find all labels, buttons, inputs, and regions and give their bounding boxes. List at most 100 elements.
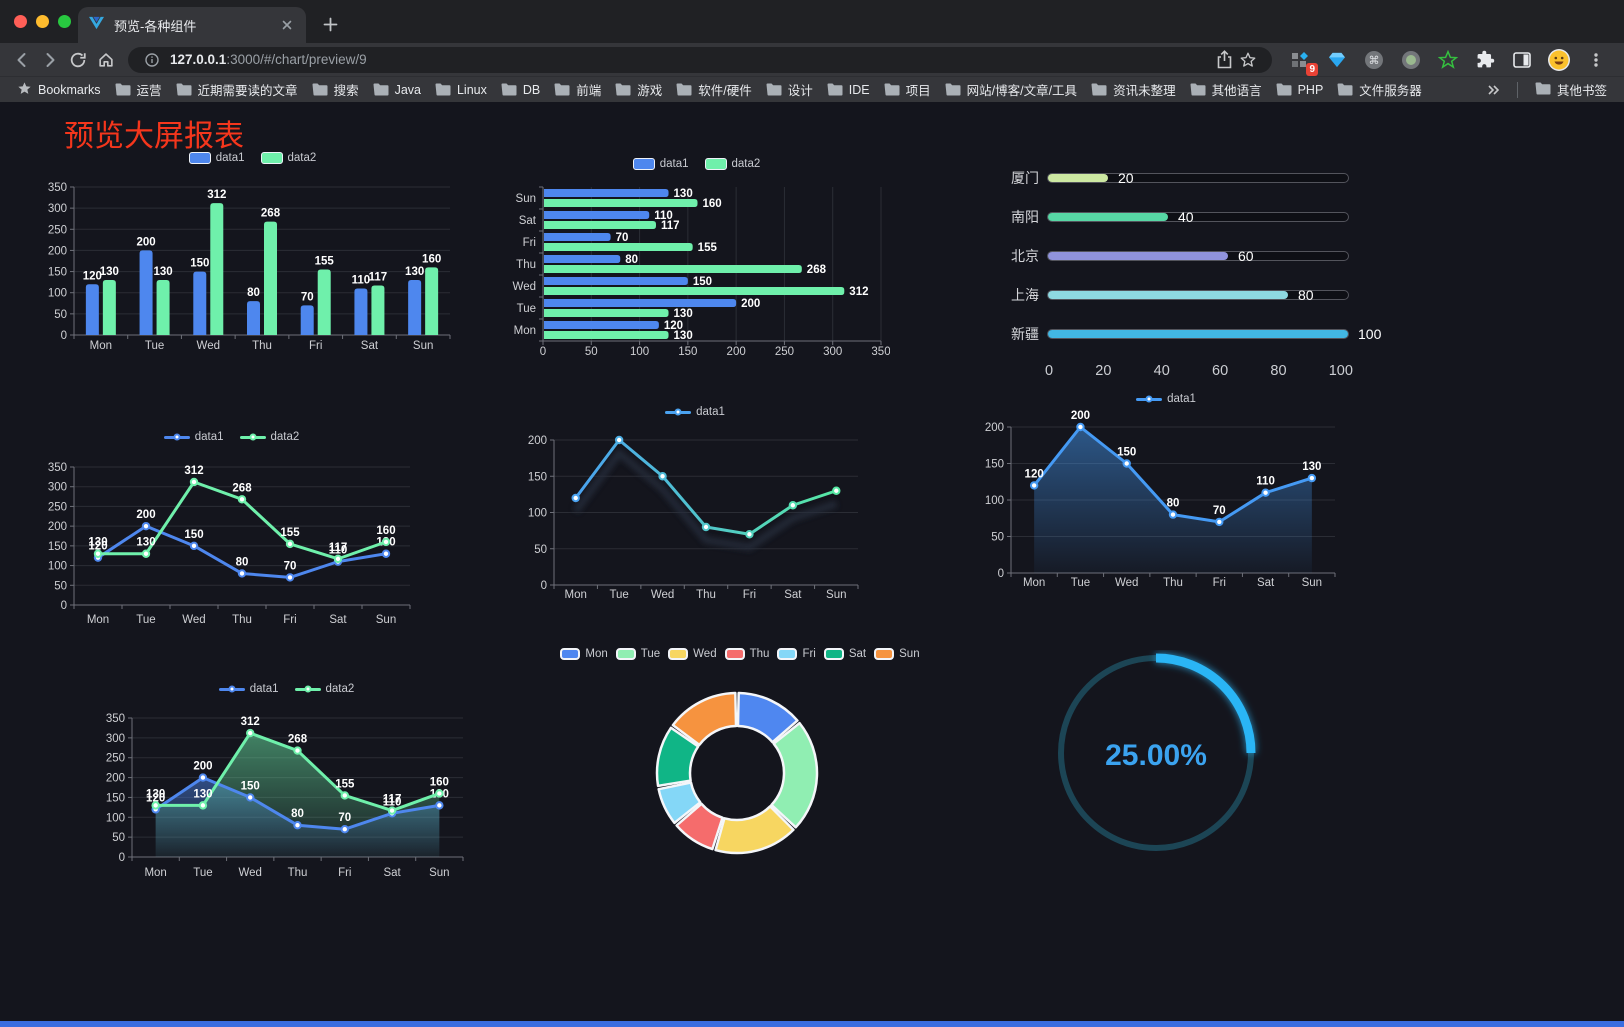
legend-item-data1[interactable]: data1 bbox=[632, 158, 689, 170]
extension-green-star-icon[interactable] bbox=[1436, 48, 1460, 72]
svg-text:117: 117 bbox=[661, 220, 680, 232]
browser-menu-icon[interactable] bbox=[1584, 48, 1608, 72]
folder-icon bbox=[827, 83, 843, 96]
svg-text:Mon: Mon bbox=[514, 325, 536, 337]
legend-item-data1[interactable]: data1 bbox=[163, 431, 224, 443]
progress-value: 40 bbox=[1178, 208, 1194, 225]
extension-grid-icon[interactable]: 9 bbox=[1288, 48, 1318, 76]
site-info-icon[interactable] bbox=[140, 48, 164, 72]
pie-slice-Mon[interactable] bbox=[736, 691, 799, 744]
forward-icon[interactable] bbox=[36, 46, 64, 74]
legend-item-data1[interactable]: data1 bbox=[188, 152, 245, 164]
svg-text:300: 300 bbox=[106, 733, 125, 745]
svg-text:50: 50 bbox=[991, 532, 1004, 544]
line-area-canvas[interactable]: 0 50 100 150 200 Mon Tue Wed Thu Fri Sat Sun 120 200 1… bbox=[985, 410, 1347, 593]
svg-text:Tue: Tue bbox=[517, 303, 536, 315]
bar-vertical-canvas[interactable]: 0 50 100 150 200 250 300 350 Mon Tue Wed Thu Fri Sat S… bbox=[40, 169, 465, 361]
pie-slice-Sun[interactable] bbox=[671, 691, 738, 747]
side-panel-icon[interactable] bbox=[1510, 48, 1534, 72]
svg-text:100: 100 bbox=[630, 346, 649, 358]
progress-track[interactable]: 20 bbox=[1047, 170, 1349, 186]
pie-slice-Sat[interactable] bbox=[655, 726, 700, 788]
pie-slice-Wed[interactable] bbox=[714, 805, 795, 855]
doughnut-canvas[interactable] bbox=[556, 665, 924, 873]
bookmarks-manager[interactable]: Bookmarks bbox=[10, 78, 108, 102]
tab-close-icon[interactable] bbox=[278, 16, 296, 34]
bookmark-folder-游戏[interactable]: 游戏 bbox=[608, 77, 669, 102]
extension-command-icon[interactable]: ⌘ bbox=[1362, 48, 1386, 72]
extension-dot-icon[interactable] bbox=[1399, 48, 1423, 72]
svg-text:110: 110 bbox=[329, 545, 348, 557]
new-tab-button[interactable] bbox=[318, 12, 342, 36]
bookmark-folder-其他语言[interactable]: 其他语言 bbox=[1183, 77, 1269, 102]
legend-item-Tue[interactable]: Tue bbox=[615, 648, 660, 660]
legend-item-Mon[interactable]: Mon bbox=[560, 648, 608, 660]
pie-slice-Thu[interactable] bbox=[675, 802, 724, 851]
extensions-puzzle-icon[interactable] bbox=[1473, 48, 1497, 72]
pie-slice-Fri[interactable] bbox=[657, 781, 702, 825]
reload-icon[interactable] bbox=[64, 46, 92, 74]
legend-item-data1[interactable]: data1 bbox=[218, 683, 279, 695]
bookmark-folder-IDE[interactable]: IDE bbox=[820, 80, 877, 100]
bookmark-star-icon[interactable] bbox=[1236, 48, 1260, 72]
bar-horizontal-canvas[interactable]: 0 50 100 150 200 250 300 350 Sun Sat Fri Thu Wed Tue M… bbox=[503, 175, 890, 363]
progress-track[interactable]: 40 bbox=[1047, 208, 1349, 225]
line-basic-canvas[interactable]: 0 50 100 150 200 250 300 350 Mon Tue Wed Thu Fri Sat S… bbox=[44, 448, 419, 636]
svg-text:Sat: Sat bbox=[519, 215, 537, 227]
other-bookmarks[interactable]: 其他书签 bbox=[1528, 77, 1614, 102]
legend-item-Sat[interactable]: Sat bbox=[823, 648, 866, 660]
legend-item-Sun[interactable]: Sun bbox=[874, 648, 920, 660]
legend-swatch bbox=[163, 433, 190, 441]
legend-item-data2[interactable]: data2 bbox=[704, 158, 760, 170]
profile-avatar[interactable] bbox=[1547, 48, 1571, 72]
svg-text:Fri: Fri bbox=[338, 867, 351, 879]
bookmark-folder-设计[interactable]: 设计 bbox=[759, 77, 820, 102]
svg-text:268: 268 bbox=[288, 734, 308, 746]
bookmark-folder-资讯未整理[interactable]: 资讯未整理 bbox=[1084, 77, 1183, 102]
bookmarks-overflow-icon[interactable] bbox=[1479, 81, 1507, 99]
browser-tab[interactable]: 预览-各种组件 bbox=[78, 7, 306, 43]
share-icon[interactable] bbox=[1212, 48, 1236, 72]
legend-item-data2[interactable]: data2 bbox=[260, 152, 316, 164]
line-gradient-canvas[interactable]: 0 50 100 150 200 Mon Tue Wed Thu Fri Sat Sun bbox=[516, 423, 874, 605]
bookmark-folder-项目[interactable]: 项目 bbox=[877, 77, 938, 102]
zoom-window-button[interactable] bbox=[58, 15, 71, 28]
bookmark-folder-近期需要读的文章[interactable]: 近期需要读的文章 bbox=[169, 77, 305, 102]
bookmark-folder-运营[interactable]: 运营 bbox=[108, 77, 169, 102]
svg-text:Tue: Tue bbox=[193, 867, 212, 879]
legend-item-Fri[interactable]: Fri bbox=[777, 648, 816, 660]
address-bar[interactable]: 127.0.0.1:3000/#/chart/preview/9 bbox=[128, 46, 1272, 73]
minimize-window-button[interactable] bbox=[36, 15, 49, 28]
line-area-double-canvas[interactable]: 0 50 100 150 200 250 300 350 Mon Tue Wed Thu Fri Sat S… bbox=[99, 700, 474, 885]
bookmark-folder-软件/硬件[interactable]: 软件/硬件 bbox=[669, 77, 758, 102]
back-icon[interactable] bbox=[8, 46, 36, 74]
bookmark-folder-网站/博客/文章/工具[interactable]: 网站/博客/文章/工具 bbox=[938, 77, 1084, 102]
bookmark-folder-Linux[interactable]: Linux bbox=[428, 80, 494, 100]
home-icon[interactable] bbox=[92, 46, 120, 74]
bookmark-folder-文件服务器[interactable]: 文件服务器 bbox=[1330, 77, 1429, 102]
bookmark-folder-Java[interactable]: Java bbox=[366, 80, 428, 100]
bookmark-folder-前端[interactable]: 前端 bbox=[547, 77, 608, 102]
progress-track[interactable]: 60 bbox=[1047, 248, 1349, 264]
pie-slice-Tue[interactable] bbox=[770, 721, 819, 829]
gauge-canvas[interactable]: 25.00% bbox=[1048, 650, 1266, 857]
legend-item-Wed[interactable]: Wed bbox=[668, 648, 717, 660]
bookmark-folder-搜索[interactable]: 搜索 bbox=[305, 77, 366, 102]
legend-item-Thu[interactable]: Thu bbox=[724, 648, 769, 660]
url-text[interactable]: 127.0.0.1:3000/#/chart/preview/9 bbox=[170, 52, 367, 67]
legend-swatch bbox=[704, 158, 727, 170]
progress-track[interactable]: 80 bbox=[1047, 287, 1349, 303]
legend-item-data1[interactable]: data1 bbox=[665, 406, 725, 418]
extension-gem-icon[interactable] bbox=[1325, 48, 1349, 72]
legend-item-data2[interactable]: data2 bbox=[294, 683, 354, 695]
progress-track[interactable]: 100 bbox=[1047, 326, 1381, 342]
close-window-button[interactable] bbox=[14, 15, 27, 28]
bookmark-folder-PHP[interactable]: PHP bbox=[1269, 80, 1331, 100]
svg-text:268: 268 bbox=[232, 482, 252, 494]
legend-item-data1[interactable]: data1 bbox=[1136, 393, 1196, 405]
bookmark-folder-DB[interactable]: DB bbox=[494, 80, 547, 100]
folder-icon bbox=[176, 83, 192, 96]
svg-text:70: 70 bbox=[1213, 505, 1226, 517]
legend-item-data2[interactable]: data2 bbox=[239, 431, 299, 443]
svg-text:350: 350 bbox=[106, 713, 125, 725]
